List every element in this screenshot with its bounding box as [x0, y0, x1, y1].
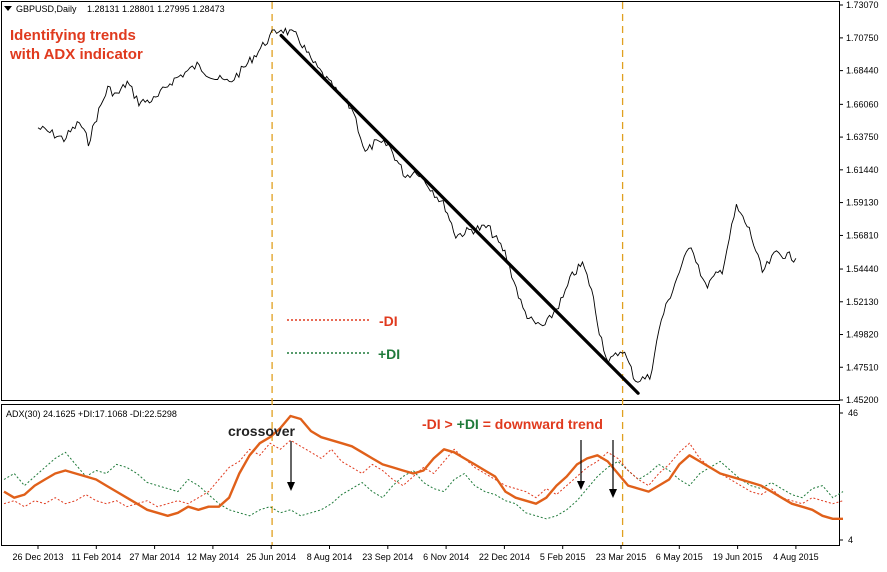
y-tick-label: 1.56810 — [846, 230, 879, 240]
price-series — [37, 27, 797, 383]
indicator-tick-label: 4 — [848, 535, 853, 545]
x-tick-label: 23 Mar 2015 — [596, 552, 647, 562]
indicator-tick-label: 46 — [848, 408, 858, 418]
x-tick-label: 11 Feb 2014 — [71, 552, 121, 562]
y-tick-label: 1.70750 — [846, 33, 879, 43]
y-tick-label: 1.47510 — [846, 362, 879, 372]
y-tick-label: 1.73070 — [846, 0, 879, 10]
adx-line — [3, 414, 843, 520]
x-tick-label: 26 Dec 2013 — [12, 552, 63, 562]
x-tick-label: 23 Sep 2014 — [362, 552, 413, 562]
x-tick-label: 6 Nov 2014 — [423, 552, 469, 562]
y-tick-label: 1.66060 — [846, 99, 879, 109]
di-series — [3, 414, 844, 520]
symbol-label: GBPUSD,Daily — [16, 4, 77, 14]
x-tick-label: 25 Jun 2014 — [246, 552, 296, 562]
arrow-marker-1 — [577, 440, 585, 490]
y-tick-label: 1.61440 — [846, 165, 879, 175]
x-tick-label: 12 May 2014 — [187, 552, 239, 562]
legend-plus-di-label: +DI — [378, 346, 400, 362]
arrow-marker-2 — [609, 440, 617, 498]
y-tick-label: 1.45200 — [846, 395, 879, 405]
x-tick-label: 27 Mar 2014 — [129, 552, 180, 562]
di-rule-annotation: -DI > +DI = downward trend — [422, 416, 603, 432]
annotation-title-line1: Identifying trends — [10, 27, 136, 44]
x-tick-label: 4 Aug 2015 — [773, 552, 819, 562]
y-tick-label: 1.68440 — [846, 66, 879, 76]
legend-minus-di-label: -DI — [379, 313, 398, 329]
y-tick-label: 1.59130 — [846, 198, 879, 208]
x-tick-label: 22 Dec 2014 — [479, 552, 530, 562]
x-tick-label: 19 Jun 2015 — [713, 552, 763, 562]
minus-di-line — [3, 439, 844, 508]
ohlc-values: 1.28131 1.28801 1.27995 1.28473 — [87, 4, 225, 14]
x-tick-label: 5 Feb 2015 — [540, 552, 586, 562]
y-tick-label: 1.49820 — [846, 330, 879, 340]
crossover-label: crossover — [228, 423, 295, 439]
crossover-arrow — [287, 441, 295, 491]
y-tick-label: 1.54440 — [846, 264, 879, 274]
triangle-down-icon — [4, 6, 12, 11]
x-tick-label: 8 Aug 2014 — [307, 552, 353, 562]
time-axis: 26 Dec 2013 11 Feb 2014 27 Mar 2014 12 May … — [12, 545, 819, 562]
price-pane-frame — [1, 1, 840, 401]
vertical-markers — [271, 2, 624, 545]
plus-di-line — [3, 451, 844, 520]
indicator-axis: 46 4 — [839, 408, 858, 545]
x-tick-label: 6 May 2015 — [656, 552, 703, 562]
price-line — [37, 27, 797, 383]
trendline — [279, 33, 640, 395]
y-tick-label: 1.52130 — [846, 297, 879, 307]
price-axis: 1.73070 1.70750 1.68440 1.66060 1.63750 1.614… — [839, 0, 879, 405]
indicator-pane-frame — [1, 404, 840, 546]
annotation-title-line2: with ADX indicator — [9, 46, 143, 63]
indicator-label: ADX(30) 24.1625 +DI:17.1068 -DI:22.5298 — [6, 409, 177, 419]
y-tick-label: 1.63750 — [846, 132, 879, 142]
